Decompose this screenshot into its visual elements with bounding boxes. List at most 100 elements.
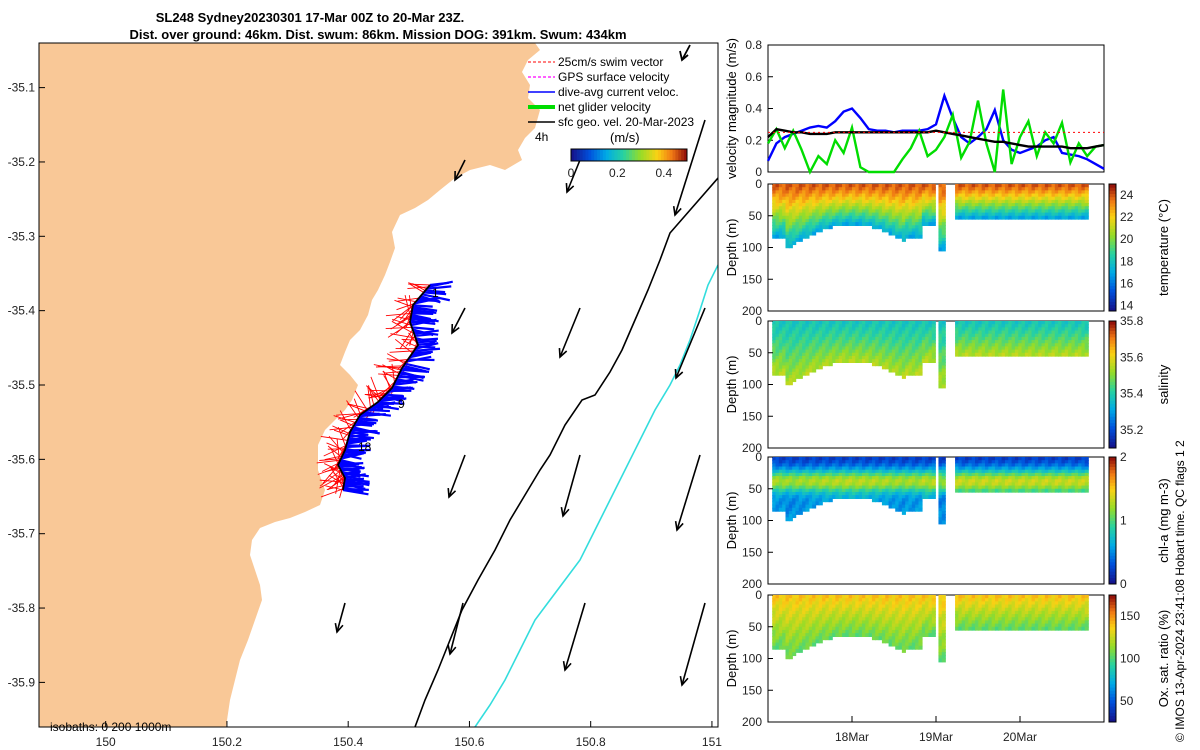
chlorophyll-cell <box>895 463 900 468</box>
temperature-cell <box>1078 215 1083 220</box>
temperature-colorbar-cell <box>1109 237 1116 242</box>
temperature-cell <box>848 196 853 201</box>
chlorophyll-cell <box>1014 460 1019 465</box>
temperature-cell <box>838 215 843 220</box>
chlorophyll-cell <box>1024 479 1029 484</box>
salinity-cell <box>785 343 790 348</box>
oxygen-cell <box>788 655 793 660</box>
salinity-cell <box>785 365 790 370</box>
salinity-cell <box>775 362 780 367</box>
oxygen-cell <box>888 620 893 625</box>
chlorophyll-cell <box>881 498 886 503</box>
chlorophyll-cell <box>1041 479 1046 484</box>
salinity-cell <box>958 340 963 344</box>
swim-vector <box>387 322 411 338</box>
chlorophyll-cell <box>1038 488 1043 493</box>
salinity-colorbar-cell <box>1109 336 1116 341</box>
temperature-cell <box>941 218 946 223</box>
oxygen-cell <box>878 623 883 628</box>
temperature-colorbar-cell <box>1109 272 1116 277</box>
temperature-cell <box>818 206 823 211</box>
temperature-cell <box>782 199 787 204</box>
oxygen-cell <box>885 604 890 609</box>
salinity-cell <box>1038 340 1043 344</box>
salinity-cell <box>1074 330 1079 335</box>
oxygen-cell <box>815 639 820 644</box>
salinity-cell <box>961 349 966 354</box>
chlorophyll-cell <box>1051 460 1056 465</box>
salinity-cell <box>1028 333 1033 338</box>
temperature-cell <box>845 218 850 223</box>
temperature-cell <box>978 184 983 188</box>
salinity-cell <box>1064 324 1069 329</box>
temperature-cell <box>878 225 883 230</box>
temperature-cell <box>828 218 833 223</box>
oxygen-cell <box>838 620 843 625</box>
temperature-cell <box>852 206 857 211</box>
temperature-cell <box>905 234 910 239</box>
oxygen-cell <box>852 626 857 631</box>
salinity-colorbar-cell <box>1109 394 1116 398</box>
salinity-cell <box>878 321 883 325</box>
oxygen-cell <box>782 598 787 603</box>
oxygen-cell <box>888 623 893 628</box>
temperature-cell <box>1038 187 1043 192</box>
oxygen-cell <box>782 623 787 628</box>
temperature-cell <box>815 196 820 201</box>
chlorophyll-y-tick-label: 100 <box>742 514 762 528</box>
chlorophyll-cell <box>852 476 857 480</box>
chlorophyll-cell <box>1044 466 1049 471</box>
temperature-cell <box>941 228 946 233</box>
chlorophyll-cell <box>865 463 870 468</box>
chlorophyll-cell <box>1044 488 1049 493</box>
salinity-cell <box>861 359 867 364</box>
temperature-cell <box>838 206 843 211</box>
salinity-cell <box>798 340 803 344</box>
temperature-cell <box>825 206 830 211</box>
temperature-cell <box>1031 196 1036 201</box>
salinity-cell <box>795 368 800 373</box>
salinity-cell <box>1068 352 1073 357</box>
chlorophyll-cell <box>805 466 810 471</box>
oxygen-cell <box>921 610 926 615</box>
temperature-cell <box>775 190 780 195</box>
chlorophyll-cell <box>1051 457 1056 461</box>
chlorophyll-cell <box>941 469 946 474</box>
temperature-cell <box>788 190 793 195</box>
oxygen-cell <box>825 614 830 618</box>
salinity-cell <box>808 352 813 357</box>
salinity-colorbar-cell <box>1109 365 1116 370</box>
salinity-cell <box>822 327 827 332</box>
oxygen-cell <box>901 636 906 641</box>
salinity-cell <box>1061 340 1066 344</box>
salinity-cell <box>815 340 820 344</box>
temperature-cell <box>802 193 807 198</box>
day-label-18: 18 <box>358 440 372 454</box>
chlorophyll-cell <box>1004 469 1010 474</box>
salinity-cell <box>905 321 910 325</box>
salinity-cell <box>938 384 943 389</box>
salinity-cell <box>855 343 860 348</box>
oxygen-cell <box>878 610 883 615</box>
temperature-cell <box>868 209 873 214</box>
chlorophyll-cell <box>1061 463 1066 468</box>
oxygen-cell <box>785 639 790 644</box>
dive-vector <box>353 421 374 427</box>
temperature-cell <box>812 206 817 211</box>
chlorophyll-cell <box>782 472 787 477</box>
temperature-cell <box>895 234 900 239</box>
salinity-cell <box>778 333 783 338</box>
temperature-cell <box>1041 187 1046 192</box>
chlorophyll-cell <box>782 507 787 512</box>
chlorophyll-cell <box>928 479 933 484</box>
salinity-cell <box>941 359 946 364</box>
salinity-cell <box>915 368 920 373</box>
salinity-cell <box>778 362 783 367</box>
oxygen-cell <box>802 629 807 634</box>
swim-vector <box>328 435 344 454</box>
salinity-cell <box>1018 340 1023 344</box>
salinity-cell <box>898 321 903 325</box>
temperature-cell <box>905 212 910 217</box>
swim-vector <box>330 467 344 475</box>
salinity-cell <box>965 340 970 344</box>
